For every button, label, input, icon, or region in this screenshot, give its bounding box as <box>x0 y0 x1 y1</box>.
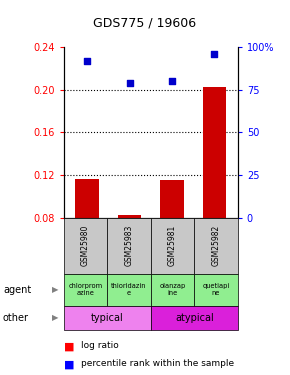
Text: ■: ■ <box>64 360 74 370</box>
Point <box>85 57 89 63</box>
Point <box>127 80 132 86</box>
Text: GSM25983: GSM25983 <box>124 225 134 266</box>
Text: quetiapi
ne: quetiapi ne <box>202 283 230 296</box>
Point <box>170 78 174 84</box>
Text: agent: agent <box>3 285 31 295</box>
Text: atypical: atypical <box>175 313 214 323</box>
Text: GSM25980: GSM25980 <box>81 225 90 266</box>
Text: log ratio: log ratio <box>81 340 119 350</box>
Text: GDS775 / 19606: GDS775 / 19606 <box>93 17 197 30</box>
Text: ▶: ▶ <box>52 314 58 322</box>
Text: ■: ■ <box>64 341 74 351</box>
Text: thioridazin
e: thioridazin e <box>111 283 147 296</box>
Point <box>212 51 217 57</box>
Bar <box>160 180 184 218</box>
Text: olanzap
ine: olanzap ine <box>160 283 186 296</box>
Bar <box>118 215 141 217</box>
Text: typical: typical <box>91 313 124 323</box>
Text: other: other <box>3 313 29 323</box>
Text: chlorprom
azine: chlorprom azine <box>68 283 103 296</box>
Bar <box>203 87 226 218</box>
Text: GSM25982: GSM25982 <box>211 225 221 266</box>
Text: ▶: ▶ <box>52 285 58 294</box>
Bar <box>75 179 99 218</box>
Text: percentile rank within the sample: percentile rank within the sample <box>81 359 234 368</box>
Text: GSM25981: GSM25981 <box>168 225 177 266</box>
